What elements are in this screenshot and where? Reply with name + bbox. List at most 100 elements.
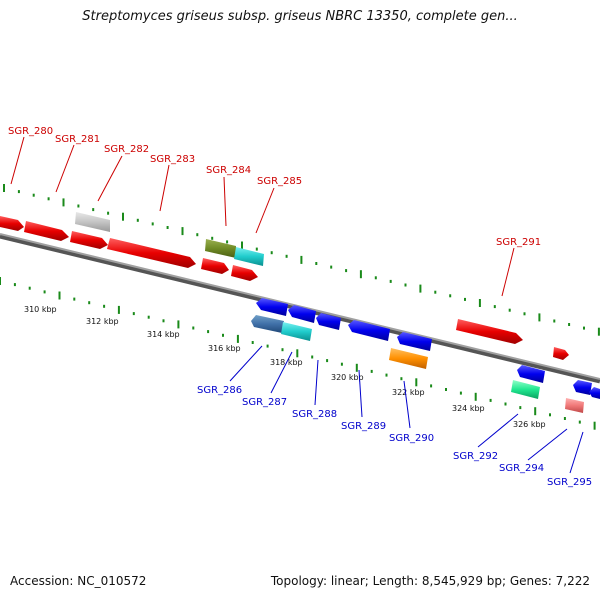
accession-text: Accession: NC_010572 (10, 574, 147, 588)
minor-tick (92, 208, 95, 212)
scale-label-312: 312 kbp (86, 317, 119, 326)
gene-arrow-reverse[interactable] (316, 313, 341, 330)
gene-arrow-reverse[interactable] (517, 365, 545, 383)
gene-label-sgr281[interactable]: SGR_281 (55, 134, 100, 145)
major-tick (474, 392, 477, 401)
major-tick (538, 313, 541, 322)
tick-track-upper (3, 184, 600, 336)
minor-tick (326, 359, 329, 363)
gene-arrow-forward[interactable] (0, 216, 24, 231)
minor-tick (43, 290, 46, 294)
gene-label-sgr284[interactable]: SGR_284 (206, 165, 251, 176)
major-tick (597, 327, 600, 336)
leader-line (314, 359, 319, 406)
minor-tick (311, 355, 314, 359)
gene-arrow-reverse[interactable] (573, 380, 592, 395)
gene-arrow-sgr292[interactable] (511, 380, 540, 399)
major-tick (0, 277, 1, 285)
minor-tick (207, 330, 210, 334)
minor-tick (107, 211, 110, 215)
minor-tick (549, 413, 551, 417)
minor-tick (166, 226, 169, 229)
gene-arrow-reverse[interactable] (256, 298, 288, 316)
scale-label-314: 314 kbp (147, 330, 180, 339)
scale-label-326: 326 kbp (513, 420, 546, 429)
gene-arrow-sgr283[interactable] (107, 238, 196, 268)
reverse-genes (251, 298, 600, 413)
minor-tick (523, 312, 526, 316)
minor-tick (578, 420, 581, 424)
gene-arrow-forward[interactable] (24, 221, 69, 241)
major-tick (241, 241, 243, 250)
gene-arrow-sgr282[interactable] (75, 212, 110, 232)
major-tick (62, 198, 65, 207)
gene-label-sgr292[interactable]: SGR_292 (453, 451, 498, 462)
gene-arrow-forward[interactable] (70, 231, 108, 249)
gene-label-sgr280[interactable]: SGR_280 (8, 126, 53, 137)
gene-arrow-sgr287[interactable] (281, 322, 312, 341)
minor-tick (77, 204, 80, 208)
gene-arrow-sgr290[interactable] (389, 348, 428, 369)
minor-tick (151, 222, 154, 226)
gene-arrow-reverse[interactable] (397, 332, 432, 351)
minor-tick (255, 247, 258, 251)
gene-arrow-sgr291[interactable] (456, 319, 523, 344)
forward-gene-labels: SGR_280 SGR_281 SGR_282 SGR_283 SGR_284 … (8, 126, 541, 297)
major-tick (58, 291, 61, 300)
minor-tick (28, 286, 31, 290)
reverse-gene-labels: SGR_286 SGR_287 SGR_288 SGR_289 SGR_290 … (197, 345, 592, 488)
major-tick (359, 270, 362, 279)
minor-tick (192, 326, 195, 330)
gene-label-sgr286[interactable]: SGR_286 (197, 385, 242, 396)
gene-label-sgr291[interactable]: SGR_291 (496, 237, 541, 248)
minor-tick (136, 218, 139, 222)
gene-arrow-forward[interactable] (201, 258, 229, 274)
tick-track-lower (0, 277, 596, 430)
gene-label-sgr295[interactable]: SGR_295 (547, 477, 592, 488)
scale-label-322: 322 kbp (392, 388, 425, 397)
gene-label-sgr290[interactable]: SGR_290 (389, 433, 434, 444)
gene-label-sgr287[interactable]: SGR_287 (242, 397, 287, 408)
leader-line (527, 428, 568, 461)
major-tick (355, 363, 358, 372)
leader-line (255, 187, 275, 234)
leader-line (55, 144, 75, 193)
gene-arrow-reverse[interactable] (589, 387, 600, 399)
minor-tick (345, 269, 348, 273)
minor-tick (568, 323, 571, 326)
minor-tick (17, 190, 20, 194)
gene-arrow-sgr285[interactable] (234, 247, 264, 266)
leader-line (569, 431, 584, 474)
leader-line (477, 413, 519, 448)
gene-label-sgr294[interactable]: SGR_294 (499, 463, 544, 474)
gene-label-sgr282[interactable]: SGR_282 (104, 144, 149, 155)
major-tick (478, 299, 481, 307)
minor-tick (389, 279, 392, 283)
minor-tick (340, 362, 343, 366)
scale-label-316: 316 kbp (208, 344, 241, 353)
gene-label-sgr289[interactable]: SGR_289 (341, 421, 386, 432)
gene-arrow-sgr286[interactable] (251, 315, 284, 333)
major-tick (177, 320, 180, 329)
gene-arrow-sgr294[interactable] (565, 398, 584, 413)
gene-arrow-reverse[interactable] (288, 305, 316, 323)
gene-label-sgr288[interactable]: SGR_288 (292, 409, 337, 420)
gene-arrow-forward[interactable] (231, 265, 258, 281)
major-tick (419, 284, 422, 293)
gene-arrow-sgr289[interactable] (348, 320, 390, 341)
gene-arrow-forward[interactable] (553, 347, 569, 360)
backbone-highlight (0, 233, 600, 380)
scale-label-324: 324 kbp (452, 404, 485, 413)
gene-arrow-sgr284[interactable] (205, 239, 236, 258)
minor-tick (226, 240, 229, 244)
gene-label-sgr285[interactable]: SGR_285 (257, 176, 302, 187)
minor-tick (211, 236, 214, 240)
scale-label-310: 310 kbp (24, 305, 57, 314)
major-tick (415, 378, 418, 387)
major-tick (593, 421, 596, 430)
minor-tick (251, 341, 254, 344)
map-title: Streptomyces griseus subsp. griseus NBRC… (82, 9, 518, 24)
gene-label-sgr283[interactable]: SGR_283 (150, 154, 195, 165)
minor-tick (508, 308, 511, 312)
